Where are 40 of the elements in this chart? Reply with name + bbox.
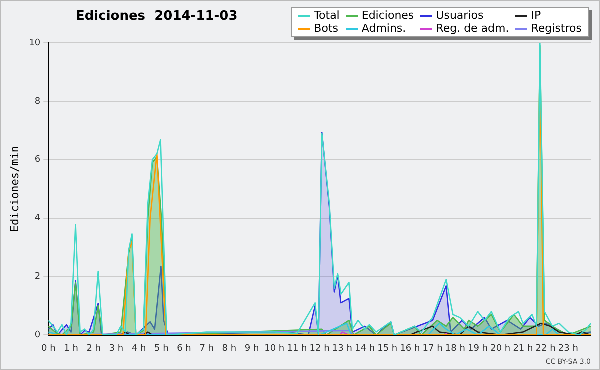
x-tick-label: 11 h [287,344,308,354]
legend-label: Reg. de adm. [435,22,510,35]
x-tick-label: 18 h [445,344,466,354]
x-tick-label: 9 h [244,344,260,354]
x-tick-label: 19 h [468,344,488,354]
x-tick-label: 23 h [558,344,578,354]
y-tick-label: 10 [29,38,41,48]
x-tick-label: 12 h [310,344,330,354]
x-tick-label: 3 h [109,344,124,354]
y-tick-label: 6 [34,155,41,166]
y-axis-title: Ediciones/min [8,146,22,232]
x-tick-label: 2 h [86,344,101,354]
legend-label: Total [313,9,340,22]
legend-label: Registros [530,22,582,35]
x-tick-label: 21 h [513,344,534,354]
x-tick-label: 0 h [42,344,56,354]
legend-label: Bots [313,22,340,35]
x-tick-label: 10 h [264,344,285,354]
x-tick-label: 15 h [378,344,398,354]
y-tick-label: 4 [34,214,41,224]
y-tick-label: 8 [34,96,41,107]
legend-label: IP [530,9,542,22]
x-tick-label: 6 h [177,344,192,354]
y-tick-label: 0 [34,330,41,341]
x-tick-label: 20 h [490,344,511,354]
legend-label: Admins. [360,22,408,35]
x-tick-label: 13 h [332,344,352,354]
x-tick-label: 4 h [132,344,146,354]
y-tick-label: 2 [34,272,41,282]
x-tick-label: 7 h [200,344,214,354]
x-tick-label: 17 h [422,344,443,354]
x-tick-label: 16 h [400,344,420,354]
chart-title: Ediciones 2014-11-03 [76,9,238,24]
legend-label: Ediciones [360,9,414,22]
x-tick-label: 1 h [64,344,78,354]
x-tick-label: 22 h [536,344,556,354]
x-tick-label: 8 h [222,344,237,354]
x-tick-label: 5 h [154,344,169,354]
legend-label: Usuarios [435,9,485,22]
x-tick-label: 14 h [355,344,376,354]
